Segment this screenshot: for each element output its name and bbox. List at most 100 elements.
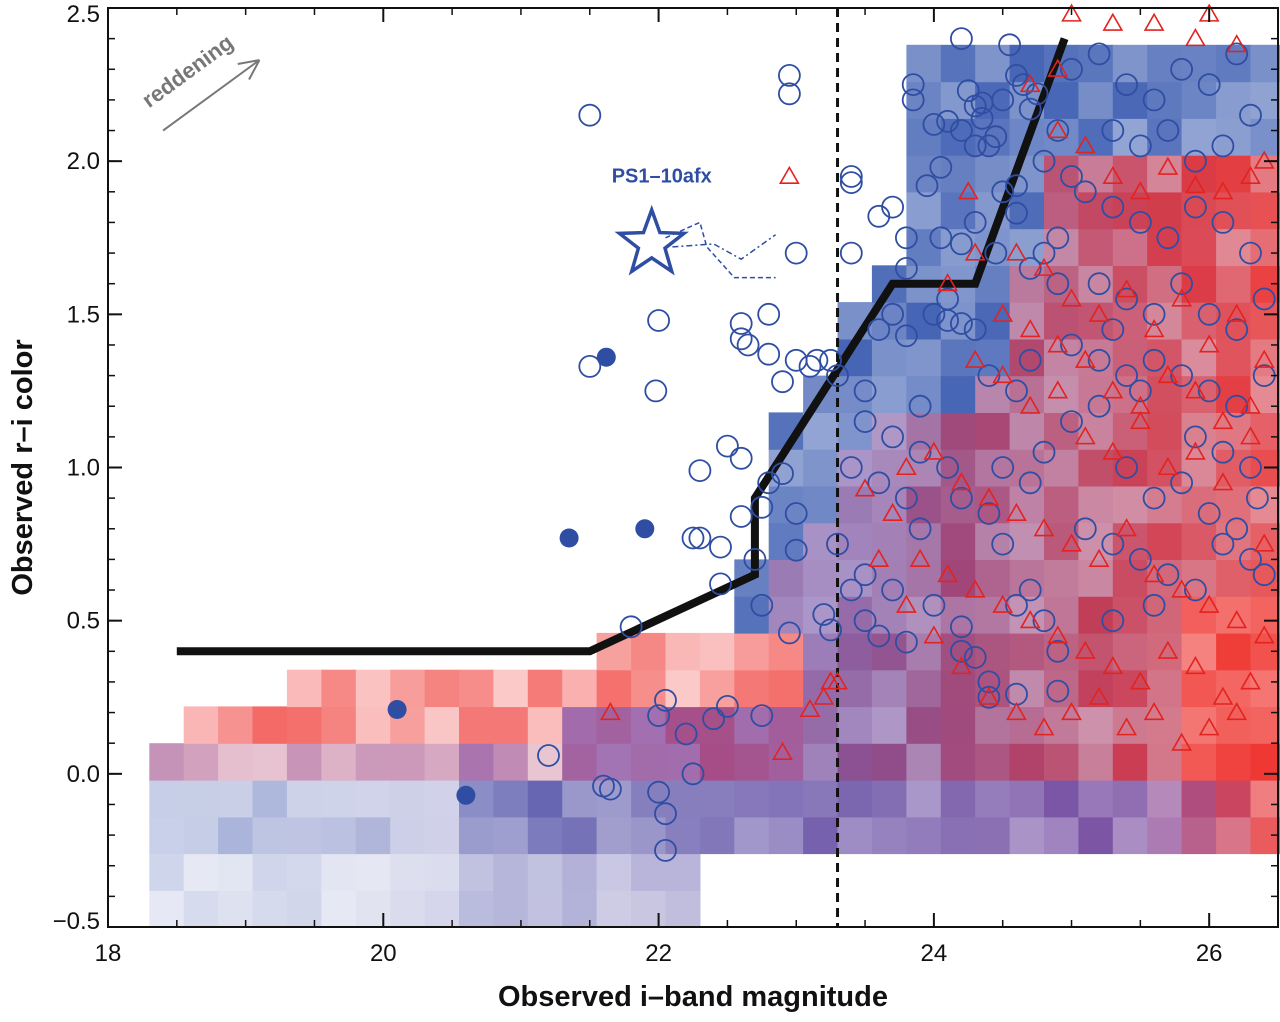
density-cell: [769, 706, 804, 743]
density-cell: [493, 854, 528, 891]
track-curve: [666, 222, 776, 277]
density-cell: [1182, 817, 1217, 854]
density-cell: [941, 45, 976, 82]
open-triangle-point: [1104, 14, 1122, 30]
star-marker: [619, 210, 684, 272]
open-circle-point: [731, 448, 752, 469]
density-cell: [459, 817, 494, 854]
density-cell: [1078, 780, 1113, 817]
y-tick-label: 1.5: [67, 301, 100, 328]
density-cell: [1044, 486, 1079, 523]
density-cell: [1182, 780, 1217, 817]
density-cell: [425, 670, 460, 707]
density-cell: [941, 780, 976, 817]
density-cell: [321, 854, 356, 891]
open-circle-point: [579, 356, 600, 377]
density-cell: [1182, 155, 1217, 192]
density-cell: [1010, 817, 1045, 854]
density-cell: [425, 890, 460, 927]
density-cell: [1010, 780, 1045, 817]
density-cell: [149, 817, 184, 854]
density-cell: [734, 743, 769, 780]
open-circle-point: [841, 166, 862, 187]
density-cell: [1147, 780, 1182, 817]
density-cell: [906, 45, 941, 82]
density-cell: [1251, 192, 1280, 229]
density-cell: [975, 743, 1010, 780]
density-cell: [941, 339, 976, 376]
density-cell: [218, 817, 253, 854]
open-circle-point: [579, 105, 600, 126]
density-cell: [1251, 45, 1280, 82]
open-circle-point: [786, 350, 807, 371]
density-cell: [1182, 339, 1217, 376]
density-cell: [838, 817, 873, 854]
density-cell: [1044, 817, 1079, 854]
density-cell: [218, 780, 253, 817]
density-cell: [1044, 376, 1079, 413]
density-cell: [390, 854, 425, 891]
density-cell: [941, 523, 976, 560]
density-cell: [906, 706, 941, 743]
density-cell: [528, 817, 563, 854]
density-cell: [803, 486, 838, 523]
density-cell: [941, 633, 976, 670]
open-triangle-point: [1186, 30, 1204, 46]
density-cell: [356, 817, 391, 854]
density-cell: [941, 192, 976, 229]
filled-circle-point: [560, 529, 579, 548]
y-tick-label: 1.0: [67, 455, 100, 482]
x-tick-label: 20: [370, 940, 397, 967]
density-cell: [356, 743, 391, 780]
density-cell: [253, 780, 288, 817]
density-cell: [253, 817, 288, 854]
density-cell: [1010, 486, 1045, 523]
density-cell: [528, 670, 563, 707]
density-cell: [1078, 376, 1113, 413]
density-cell: [872, 670, 907, 707]
density-cell: [1216, 780, 1251, 817]
density-cell: [356, 670, 391, 707]
density-cell: [906, 486, 941, 523]
density-cell: [1182, 743, 1217, 780]
density-cell: [975, 412, 1010, 449]
density-cell: [1182, 118, 1217, 155]
density-cell: [1147, 706, 1182, 743]
density-cell: [562, 817, 597, 854]
density-cell: [562, 743, 597, 780]
density-cell: [872, 780, 907, 817]
density-cell: [734, 670, 769, 707]
density-cell: [287, 817, 322, 854]
density-cell: [1044, 743, 1079, 780]
density-cell: [1010, 706, 1045, 743]
density-cell: [356, 890, 391, 927]
density-cell: [1251, 302, 1280, 339]
density-cell: [734, 633, 769, 670]
density-cell: [1113, 412, 1148, 449]
annotations: reddening PS1–10afx: [137, 30, 775, 278]
density-cell: [1044, 596, 1079, 633]
density-cell: [597, 890, 632, 927]
density-cell: [1113, 743, 1148, 780]
density-cell: [253, 854, 288, 891]
density-cell: [425, 780, 460, 817]
density-cell: [838, 743, 873, 780]
density-map: [149, 45, 1280, 928]
density-cell: [803, 706, 838, 743]
density-cell: [1147, 817, 1182, 854]
density-cell: [1216, 486, 1251, 523]
density-cell: [1010, 449, 1045, 486]
x-tick-label: 24: [921, 940, 948, 967]
density-cell: [321, 670, 356, 707]
x-tick-label: 22: [645, 940, 672, 967]
density-cell: [562, 706, 597, 743]
density-cell: [975, 633, 1010, 670]
density-cell: [425, 817, 460, 854]
density-cell: [390, 743, 425, 780]
density-cell: [1044, 633, 1079, 670]
density-cell: [1216, 265, 1251, 302]
density-cell: [631, 890, 666, 927]
density-cell: [631, 670, 666, 707]
density-cell: [1147, 743, 1182, 780]
open-circle-point: [717, 436, 738, 457]
